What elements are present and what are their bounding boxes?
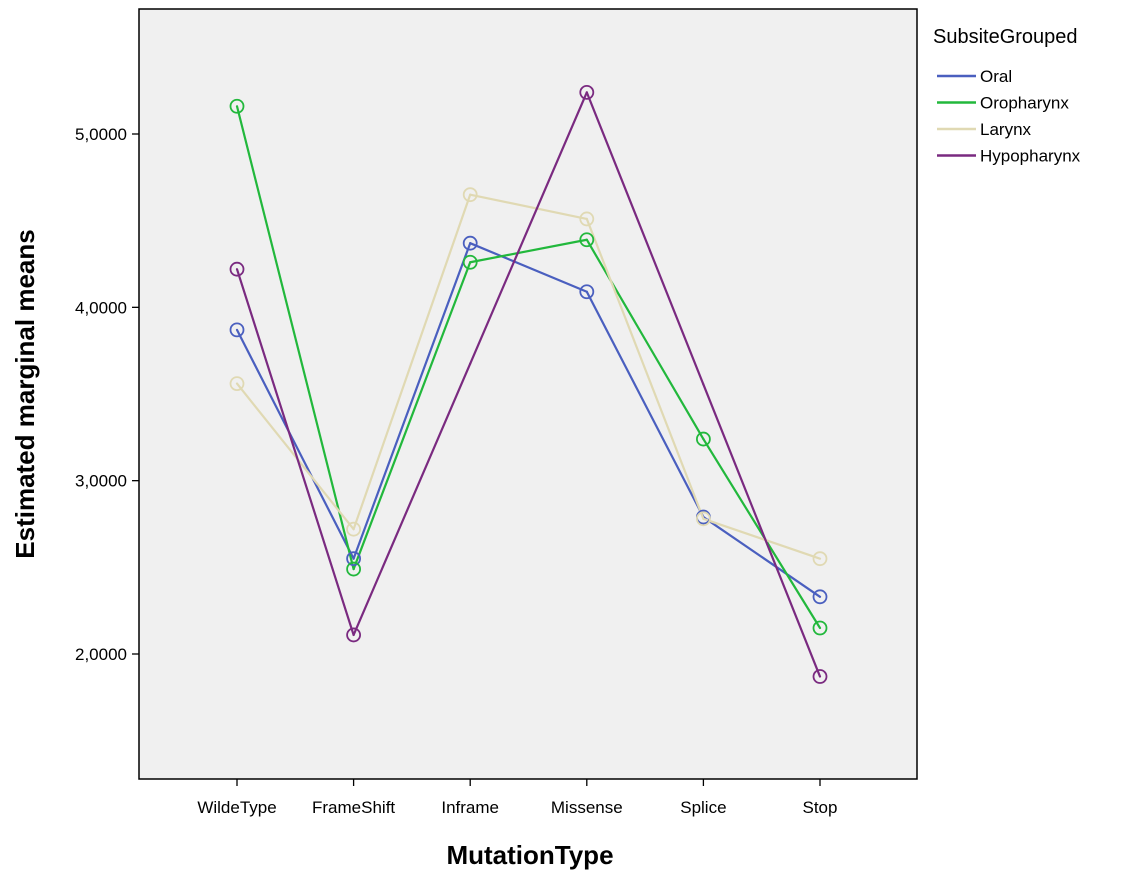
- series-line-hypopharynx: [469, 91, 588, 365]
- series-line-larynx: [235, 382, 355, 531]
- data-point-oropharynx: [462, 254, 478, 270]
- y-tick-label: 3,0000: [75, 472, 127, 491]
- data-point-larynx: [696, 511, 711, 527]
- legend-label-oral: Oral: [980, 67, 1012, 86]
- plot-area: [138, 8, 918, 780]
- series-line-oropharynx: [585, 238, 705, 441]
- x-axis-title: MutationType: [446, 840, 613, 870]
- series-line-oral: [469, 242, 588, 293]
- series-line-larynx: [352, 193, 472, 531]
- data-point-larynx: [462, 187, 478, 203]
- x-axis: WildeType FrameShift Inframe Missense Splice…: [197, 779, 837, 817]
- series-line-larynx: [469, 193, 588, 221]
- y-axis: 2,0000 3,0000 4,0000 5,0000: [75, 125, 139, 664]
- x-tick-label: Splice: [680, 798, 726, 817]
- series-line-hypopharynx: [352, 362, 472, 637]
- data-point-oropharynx: [812, 620, 828, 636]
- series-line-oropharynx: [235, 105, 355, 571]
- legend: SubsiteGrouped Oral Oropharynx Larynx Hypop…: [933, 26, 1081, 166]
- legend-label-oropharynx: Oropharynx: [980, 94, 1069, 113]
- data-point-oral: [462, 235, 478, 251]
- series-line-oral: [702, 515, 822, 598]
- series-line-larynx: [585, 217, 705, 520]
- data-point-oropharynx: [229, 98, 245, 114]
- data-point-hypopharynx: [346, 627, 362, 643]
- data-point-oral: [579, 284, 595, 300]
- data-point-hypopharynx: [812, 669, 828, 684]
- data-point-oral: [229, 322, 245, 338]
- data-point-hypopharynx: [229, 261, 245, 277]
- data-point-hypopharynx: [579, 85, 595, 100]
- series-line-hypopharynx: [585, 91, 705, 386]
- legend-label-larynx: Larynx: [980, 120, 1032, 139]
- series-line-hypopharynx: [702, 383, 822, 678]
- legend-title: SubsiteGrouped: [933, 26, 1078, 48]
- data-point-oropharynx: [579, 232, 595, 248]
- x-tick-label: Missense: [551, 798, 623, 817]
- data-point-oral: [812, 589, 828, 605]
- series-line-oral: [352, 242, 472, 560]
- series-line-oropharynx: [469, 238, 588, 264]
- x-tick-label: WildeType: [197, 798, 276, 817]
- series-line-oral: [585, 290, 705, 519]
- series-line-oropharynx: [352, 261, 472, 571]
- series-lines: [235, 91, 822, 678]
- y-axis-title: Estimated marginal means: [10, 229, 40, 558]
- y-tick-label: 2,0000: [75, 645, 127, 664]
- data-point-larynx: [579, 211, 595, 227]
- series-line-larynx: [702, 517, 822, 560]
- series-line-hypopharynx: [235, 268, 355, 637]
- x-tick-label: FrameShift: [312, 798, 395, 817]
- data-point-oropharynx: [346, 561, 362, 577]
- series-line-oral: [235, 328, 355, 560]
- series-markers: [229, 85, 828, 684]
- data-point-larynx: [229, 376, 245, 392]
- data-point-oral: [346, 551, 362, 567]
- legend-label-hypopharynx: Hypopharynx: [980, 147, 1081, 166]
- data-point-larynx: [346, 521, 362, 537]
- data-point-oropharynx: [696, 431, 711, 447]
- x-tick-label: Inframe: [441, 798, 499, 817]
- y-tick-label: 5,0000: [75, 125, 127, 144]
- y-tick-label: 4,0000: [75, 298, 127, 317]
- data-point-larynx: [812, 551, 828, 567]
- x-tick-label: Stop: [803, 798, 838, 817]
- series-line-oropharynx: [702, 437, 822, 630]
